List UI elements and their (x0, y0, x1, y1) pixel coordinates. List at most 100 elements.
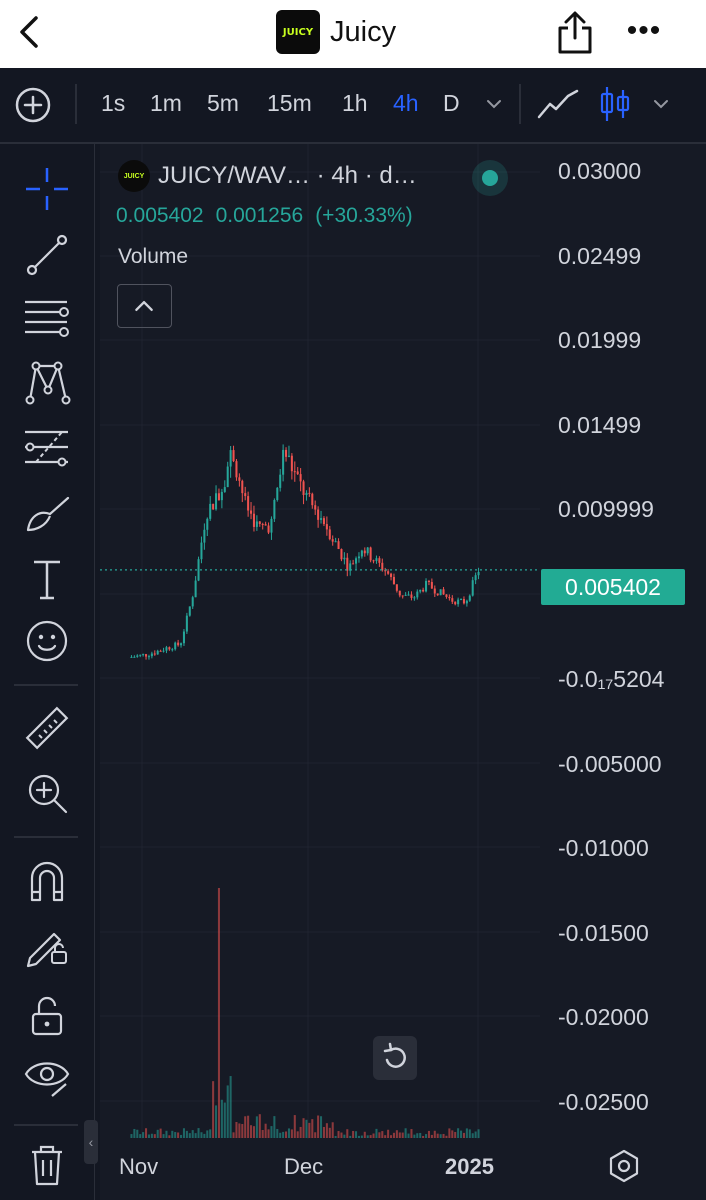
volume-bar (314, 1132, 317, 1138)
volume-bar (258, 1114, 261, 1138)
candle-body (346, 557, 349, 571)
volume-bar (302, 1118, 305, 1138)
volume-bar (460, 1130, 463, 1138)
candle-body (331, 539, 334, 542)
candle-body (150, 653, 153, 657)
volume-bar (264, 1123, 267, 1138)
candle-body (215, 493, 218, 510)
candle-body (267, 525, 270, 533)
chart-type-dropdown-icon[interactable] (652, 98, 670, 110)
text-icon[interactable] (22, 554, 72, 604)
timeframe-4h[interactable]: 4h (393, 90, 419, 116)
magnet-icon[interactable] (22, 856, 72, 906)
price-axis-label: 0.009999 (558, 496, 654, 522)
candle-body (250, 510, 253, 514)
candle-body (235, 461, 238, 478)
ruler-icon[interactable] (22, 704, 72, 754)
candle-body (460, 599, 463, 601)
volume-bar (200, 1132, 203, 1138)
volume-bar (328, 1127, 331, 1138)
price-axis-label: -0.02000 (558, 1004, 649, 1030)
volume-bar (285, 1131, 288, 1138)
candle-body (410, 594, 413, 598)
collapse-legend-button[interactable] (117, 284, 172, 328)
volume-bar (419, 1132, 422, 1138)
chart-settings-icon[interactable] (606, 1148, 642, 1184)
crosshair-icon[interactable] (22, 164, 72, 214)
timeframe-5m[interactable]: 5m (207, 90, 239, 116)
candle-body (419, 589, 422, 592)
volume-bar (299, 1126, 302, 1138)
trend-line-icon[interactable] (22, 230, 72, 280)
candle-body (276, 487, 279, 500)
volume-bar (282, 1131, 285, 1138)
eye-icon[interactable] (22, 1052, 72, 1102)
timeframe-1m[interactable]: 1m (150, 90, 182, 116)
timeframe-1s[interactable]: 1s (101, 90, 126, 116)
candles-icon[interactable] (598, 84, 632, 124)
volume-bar (276, 1128, 279, 1138)
candle-body (352, 563, 355, 565)
volume-bar (308, 1122, 311, 1138)
volume-bar (194, 1133, 197, 1138)
zoom-in-icon[interactable] (22, 768, 72, 818)
time-axis-label: 2025 (445, 1154, 494, 1179)
volume-bar (217, 888, 220, 1138)
trash-icon[interactable] (22, 1140, 72, 1190)
brush-icon[interactable] (22, 490, 72, 540)
emoji-icon[interactable] (22, 616, 72, 666)
volume-bar (357, 1135, 360, 1138)
market-status-dot[interactable] (472, 160, 508, 196)
candle-body (387, 571, 390, 574)
volume-bar (451, 1130, 454, 1138)
share-icon[interactable] (552, 8, 598, 56)
volume-bar (296, 1131, 299, 1138)
back-chevron-icon[interactable] (8, 10, 52, 54)
volume-bar (177, 1132, 180, 1138)
collapse-toolbar-handle[interactable]: ‹ (84, 1120, 98, 1164)
candle-body (270, 518, 273, 533)
candle-body (293, 471, 296, 473)
volume-bar (159, 1128, 162, 1138)
candle-body (357, 556, 360, 559)
volume-bar (474, 1131, 477, 1138)
volume-bar (270, 1126, 273, 1138)
line-chart-icon[interactable] (536, 88, 580, 120)
fib-levels-icon[interactable] (22, 294, 72, 344)
more-icon[interactable]: ••• (626, 14, 662, 47)
unlock-icon[interactable] (22, 990, 72, 1040)
reset-chart-icon[interactable] (373, 1036, 417, 1080)
volume-bar (147, 1134, 150, 1138)
timeframe-dropdown-icon[interactable] (485, 98, 503, 110)
prediction-icon[interactable] (22, 422, 72, 472)
volume-bar (445, 1135, 448, 1138)
lock-drawing-icon[interactable] (22, 920, 72, 970)
candle-body (139, 654, 142, 656)
volume-bar (247, 1115, 250, 1138)
timeframe-1h[interactable]: 1h (342, 90, 368, 116)
price-chart[interactable] (100, 144, 706, 1200)
candle-body (299, 474, 302, 482)
volume-indicator-label[interactable]: Volume (118, 245, 189, 268)
add-indicator-icon[interactable] (14, 86, 52, 124)
volume-bar (168, 1135, 171, 1138)
candle-body (451, 598, 454, 602)
candle-body (180, 643, 183, 646)
candle-body (197, 559, 200, 581)
pattern-icon[interactable] (22, 358, 72, 408)
volume-bar (212, 1081, 215, 1138)
volume-bar (410, 1129, 413, 1138)
candle-body (229, 450, 232, 467)
timeframe-d[interactable]: D (443, 90, 460, 116)
chart-pane[interactable] (100, 144, 706, 1200)
candle-body (439, 589, 442, 596)
timeframe-15m[interactable]: 15m (267, 90, 312, 116)
candle-body (191, 597, 194, 607)
volume-bar (162, 1134, 165, 1138)
volume-bar (465, 1128, 468, 1138)
symbol-title[interactable]: JUICY/WAV… · 4h · d… (158, 162, 417, 189)
candle-body (320, 518, 323, 520)
candle-body (142, 654, 145, 656)
candle-body (363, 550, 366, 554)
candle-body (404, 594, 407, 596)
